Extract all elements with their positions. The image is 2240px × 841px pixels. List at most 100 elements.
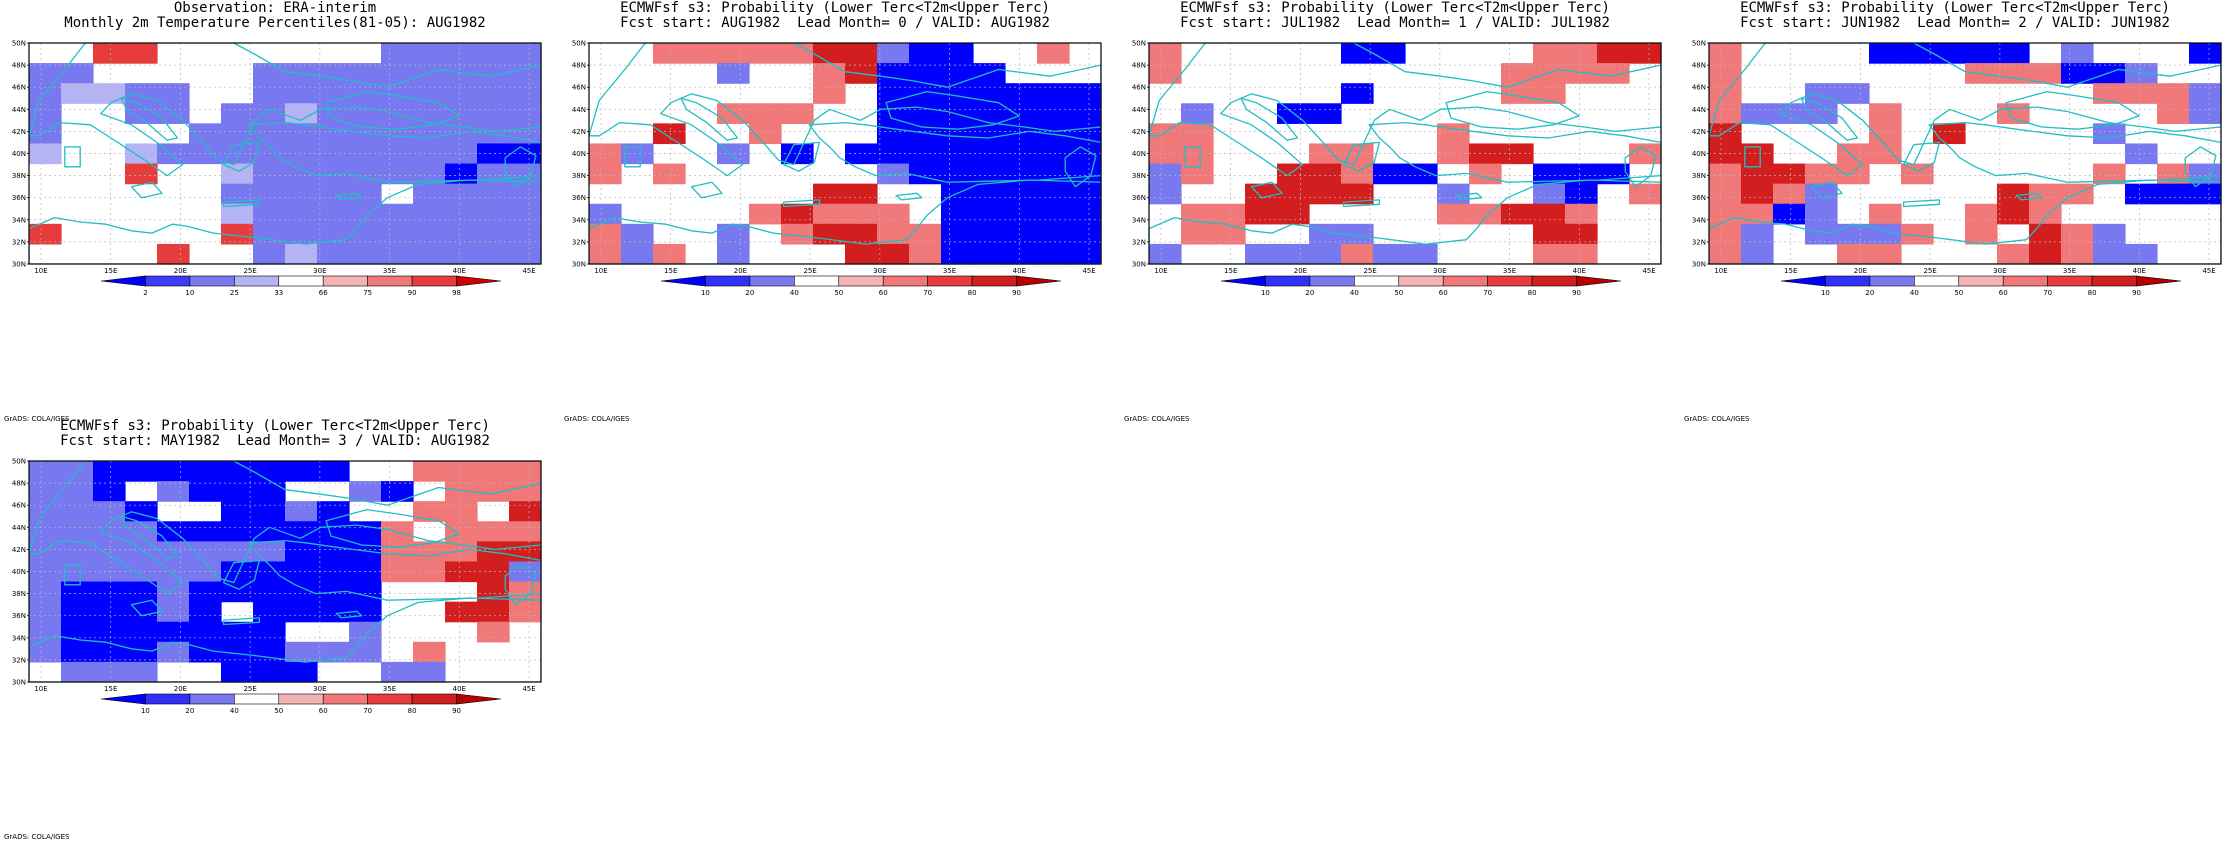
colorbar-label: 60 bbox=[1439, 289, 1448, 297]
coast-crete bbox=[222, 199, 261, 208]
grid-cell bbox=[189, 481, 222, 502]
grid-cell bbox=[29, 223, 62, 245]
grid-cell bbox=[285, 123, 318, 145]
grid-cell bbox=[477, 481, 510, 502]
grid-cell bbox=[349, 223, 382, 245]
grid-cell bbox=[381, 541, 414, 563]
grid-cell bbox=[1341, 163, 1374, 185]
grid-cell bbox=[1709, 43, 1742, 64]
grid-cell bbox=[877, 223, 910, 245]
grid-cell bbox=[1341, 43, 1374, 64]
grid-cell bbox=[2093, 63, 2126, 84]
grid-cell bbox=[1309, 163, 1342, 185]
lon-tick-label: 10E bbox=[1714, 267, 1727, 275]
lat-tick-label: 40N bbox=[572, 150, 586, 158]
grid-cell bbox=[2157, 183, 2190, 205]
colorbar-label: 10 bbox=[701, 289, 710, 297]
grid-cell bbox=[221, 183, 254, 205]
grid-cell bbox=[1245, 203, 1278, 225]
lat-tick-label: 42N bbox=[12, 128, 26, 136]
grid-cell bbox=[349, 103, 382, 124]
grid-cell bbox=[125, 163, 158, 185]
grid-cell bbox=[509, 521, 542, 542]
grid-cell bbox=[1501, 143, 1534, 165]
grid-cell bbox=[477, 83, 510, 104]
grid-cell bbox=[509, 83, 542, 104]
colorbar-segment bbox=[145, 275, 191, 287]
grid-cell bbox=[413, 501, 446, 522]
grid-cell bbox=[477, 143, 510, 165]
coast-sicily bbox=[690, 181, 723, 199]
colorbar-label: 20 bbox=[185, 707, 194, 715]
coast-aegean bbox=[1902, 141, 1941, 172]
colorbar: 10 20 40 50 60 70 80 90 bbox=[660, 275, 1062, 297]
colorbar-segment bbox=[794, 275, 840, 287]
grid-cell bbox=[1565, 63, 1598, 84]
lon-tick-label: 45E bbox=[522, 267, 535, 275]
grid-cell bbox=[1309, 183, 1342, 205]
grid-cell bbox=[749, 103, 782, 124]
colorbar-segment bbox=[927, 275, 973, 287]
grid-cell bbox=[1069, 203, 1102, 225]
colorbar-segment bbox=[1354, 275, 1400, 287]
grid-cell bbox=[61, 541, 94, 563]
grid-cell bbox=[1069, 163, 1102, 185]
grid-cell bbox=[1277, 163, 1310, 185]
grid-cell bbox=[413, 223, 446, 245]
grid-cell bbox=[445, 223, 478, 245]
grid-cell bbox=[2029, 243, 2062, 265]
grid-cell bbox=[1773, 203, 1806, 225]
grid-cell bbox=[221, 461, 254, 482]
grid-cell bbox=[1997, 63, 2030, 84]
grid-cell bbox=[157, 621, 190, 643]
grid-cell bbox=[1213, 223, 1246, 245]
map-panel-1: Observation: ERA-interim Monthly 2m Tempe… bbox=[0, 0, 550, 423]
lon-tick-label: 25E bbox=[1363, 267, 1376, 275]
grid-cell bbox=[1309, 243, 1342, 265]
grid-cell bbox=[845, 143, 878, 165]
grid-cell bbox=[941, 43, 974, 64]
grid-cell bbox=[1069, 103, 1102, 124]
grid-cell bbox=[909, 123, 942, 145]
grid-cell bbox=[1805, 163, 1838, 185]
grid-cell bbox=[1533, 243, 1566, 265]
grid-cell bbox=[813, 223, 846, 245]
grid-cell bbox=[2093, 243, 2126, 265]
grid-cell bbox=[509, 461, 542, 482]
grid-cell bbox=[285, 183, 318, 205]
lon-tick-label: 15E bbox=[1224, 267, 1237, 275]
lon-tick-label: 25E bbox=[803, 267, 816, 275]
grid-cell bbox=[221, 501, 254, 522]
grid-cell bbox=[125, 541, 158, 563]
colorbar-segment bbox=[189, 275, 235, 287]
grid-cell bbox=[253, 621, 286, 643]
grid-cell bbox=[1997, 203, 2030, 225]
grid-cell bbox=[877, 203, 910, 225]
coast-aegean bbox=[1342, 141, 1381, 172]
grid-cell bbox=[413, 661, 446, 683]
grid-cell bbox=[1005, 203, 1038, 225]
grid-cell bbox=[973, 63, 1006, 84]
grid-cell bbox=[1565, 223, 1598, 245]
grid-cell bbox=[1805, 203, 1838, 225]
grid-cell bbox=[189, 621, 222, 643]
lat-tick-label: 36N bbox=[572, 194, 586, 202]
grid-cell bbox=[813, 203, 846, 225]
grid-cell bbox=[1373, 43, 1406, 64]
lat-tick-label: 38N bbox=[1132, 172, 1146, 180]
coast-crete bbox=[1342, 199, 1381, 208]
grid-cell bbox=[61, 661, 94, 683]
grid-cell bbox=[93, 501, 126, 522]
colorbar-label: 40 bbox=[790, 289, 799, 297]
grid-cell bbox=[1341, 143, 1374, 165]
grid-cell bbox=[749, 43, 782, 64]
grid-cell bbox=[1997, 183, 2030, 205]
grid-cell bbox=[1565, 163, 1598, 185]
grid-cell bbox=[413, 183, 446, 205]
grid-cell bbox=[509, 63, 542, 84]
grid-cell bbox=[221, 661, 254, 683]
grid-cell bbox=[2125, 83, 2158, 104]
grid-cell bbox=[381, 43, 414, 64]
lat-tick-label: 30N bbox=[1132, 261, 1146, 269]
grid-cell bbox=[1069, 243, 1102, 265]
